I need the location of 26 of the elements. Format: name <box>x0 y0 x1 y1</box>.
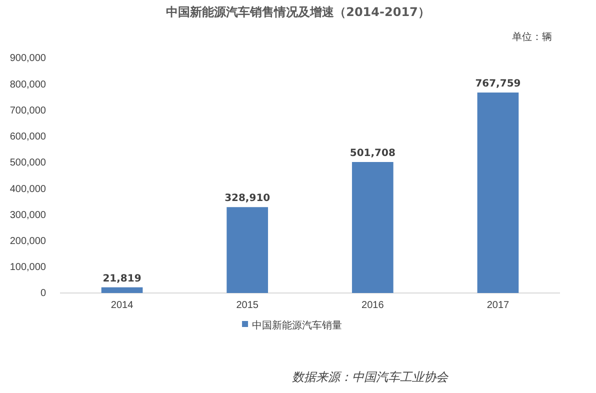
source-note: 数据来源：中国汽车工业协会 <box>292 370 449 384</box>
bar <box>226 207 268 293</box>
y-tick-label: 800,000 <box>10 79 46 90</box>
bar <box>477 92 519 293</box>
y-tick-label: 600,000 <box>10 132 46 143</box>
data-label: 767,759 <box>475 78 521 90</box>
y-tick-label: 0 <box>40 288 46 300</box>
x-tick-label: 2017 <box>486 300 510 312</box>
chart-title: 中国新能源汽车销售情况及增速（2014-2017） <box>166 5 430 19</box>
y-tick-label: 300,000 <box>10 210 46 221</box>
x-tick-label: 2015 <box>236 300 259 312</box>
y-tick-label: 900,000 <box>10 53 46 64</box>
y-tick-label: 400,000 <box>10 184 46 195</box>
bar <box>101 287 143 293</box>
y-tick-label: 700,000 <box>10 105 46 116</box>
chart-subtitle: 单位：辆 <box>512 31 552 43</box>
data-label: 21,819 <box>102 273 142 284</box>
x-tick-label: 2014 <box>110 300 134 312</box>
y-tick-label: 500,000 <box>10 158 46 169</box>
y-tick-label: 200,000 <box>10 236 46 247</box>
data-label: 328,910 <box>224 193 270 204</box>
data-label: 501,708 <box>350 148 396 159</box>
bar <box>352 162 394 293</box>
legend-label: 中国新能源汽车销量 <box>252 320 342 332</box>
x-tick-label: 2016 <box>362 300 384 312</box>
y-tick-label: 100,000 <box>10 262 46 274</box>
